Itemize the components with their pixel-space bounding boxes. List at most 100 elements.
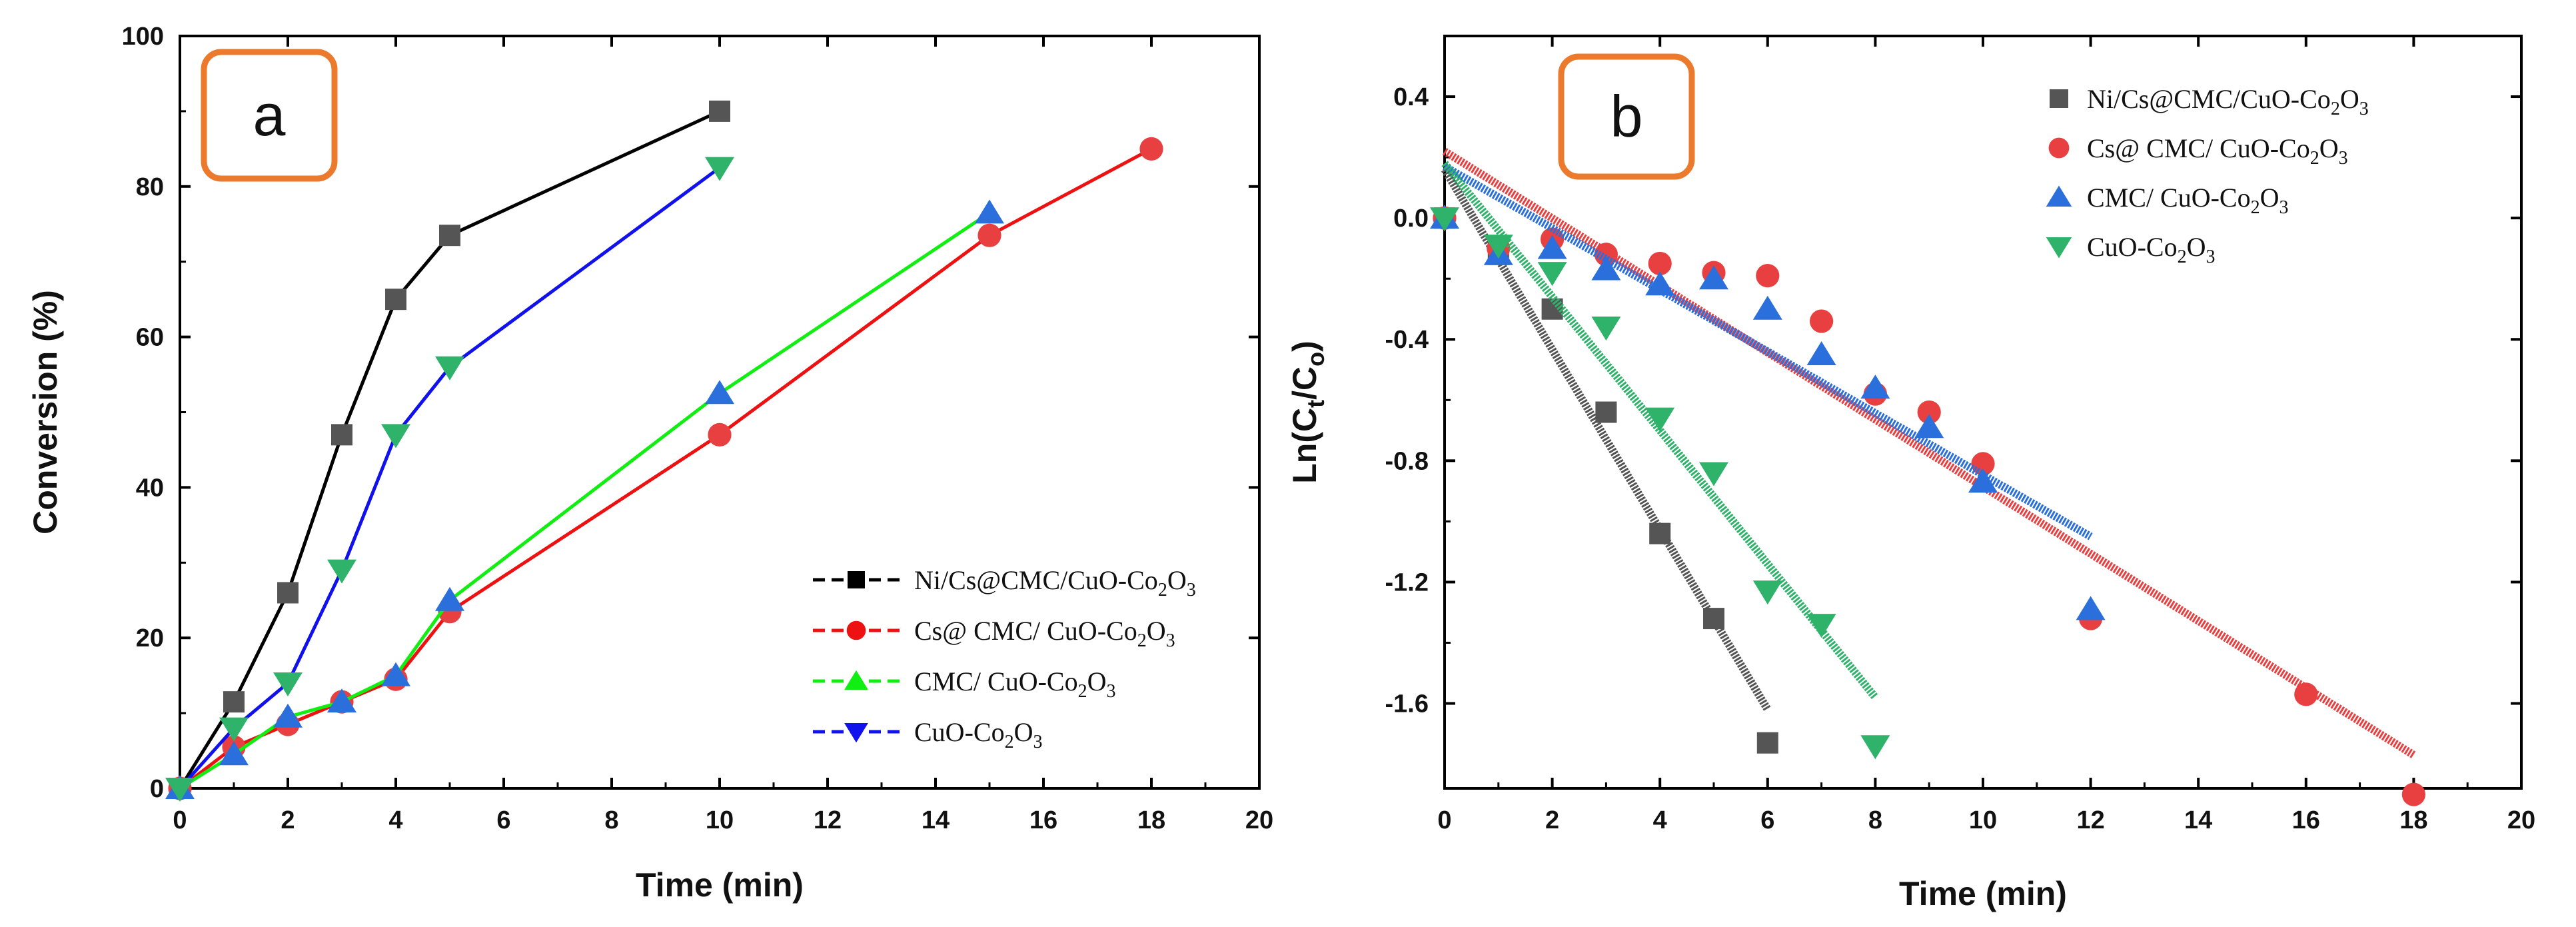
- data-point: [1703, 608, 1724, 630]
- chart-panel-b: 0 2 4 6 8 10 12 14 16 18 20 -1.6 -1.2 -0.8 -0.4 0.0 0.4 T…: [1286, 35, 2535, 912]
- data-point: [331, 424, 352, 446]
- data-point: [1699, 462, 1728, 486]
- data-point: [1810, 309, 1834, 333]
- series-2: [1430, 163, 2106, 620]
- y-tick-label: 40: [136, 474, 164, 502]
- y-tick-label: -1.2: [1385, 568, 1429, 596]
- legend-label: CuO-Co2O3: [2087, 232, 2215, 267]
- x-tick-label: 8: [1868, 806, 1882, 834]
- data-point: [1860, 735, 1890, 760]
- x-tick-label: 2: [281, 806, 295, 834]
- data-point: [708, 423, 732, 447]
- panel-label: b: [1610, 83, 1643, 149]
- y-tick-label: 60: [136, 324, 164, 352]
- legend-label: CMC/ CuO-Co2O3: [2087, 183, 2289, 218]
- data-point: [1752, 295, 1782, 320]
- data-point: [1917, 400, 1941, 425]
- data-point: [2294, 682, 2318, 706]
- legend-marker: [2046, 185, 2072, 207]
- data-point: [273, 672, 303, 696]
- data-point: [1139, 137, 1163, 161]
- data-point: [435, 586, 464, 611]
- data-point: [1699, 265, 1728, 290]
- y-tick-label: 0: [150, 775, 164, 803]
- y-axis-label: Ln(Ct/Co): [1286, 341, 1329, 484]
- data-point: [1645, 407, 1675, 432]
- data-point: [1756, 732, 1778, 754]
- data-point: [439, 225, 460, 247]
- data-point: [1591, 317, 1621, 341]
- data-point: [435, 356, 464, 381]
- x-tick-label: 18: [1137, 806, 1165, 834]
- legend: Ni/Cs@CMC/CuO-Co2O3 Cs@ CMC/ CuO-Co2O3 CMC…: [2046, 84, 2369, 267]
- panel-label: a: [253, 82, 286, 148]
- x-tick-label: 10: [1969, 806, 1997, 834]
- data-point: [705, 380, 734, 405]
- x-axis-label: Time (min): [1899, 875, 2067, 912]
- x-tick-label: 16: [1029, 806, 1057, 834]
- data-point: [277, 582, 299, 604]
- x-tick-label: 20: [2507, 806, 2535, 834]
- x-tick-label: 12: [814, 806, 842, 834]
- y-tick-label: -1.6: [1385, 690, 1429, 718]
- data-point: [219, 717, 249, 742]
- data-point: [1645, 271, 1675, 296]
- data-point: [1541, 298, 1563, 320]
- x-axis-label: Time (min): [636, 866, 804, 904]
- data-point: [1806, 341, 1836, 366]
- legend-marker: [846, 620, 866, 640]
- x-tick-label: 14: [922, 806, 950, 834]
- y-tick-label: -0.8: [1385, 447, 1429, 475]
- data-point: [1537, 235, 1567, 259]
- data-point: [381, 424, 410, 449]
- y-tick-label: 0.4: [1393, 83, 1429, 111]
- data-point: [977, 223, 1001, 247]
- x-tick-label: 4: [388, 806, 402, 834]
- data-point: [327, 688, 356, 713]
- data-point: [705, 157, 734, 181]
- legend-marker: [2048, 137, 2070, 159]
- y-tick-label: 20: [136, 624, 164, 652]
- x-tick-label: 20: [1245, 806, 1273, 834]
- x-tick-label: 0: [173, 806, 187, 834]
- data-point: [2076, 596, 2106, 620]
- x-tick-label: 16: [2292, 806, 2320, 834]
- data-point: [1483, 235, 1513, 259]
- data-point: [219, 741, 249, 766]
- x-tick-label: 10: [706, 806, 734, 834]
- x-tick-label: 8: [604, 806, 618, 834]
- data-point: [327, 559, 356, 584]
- legend-marker: [848, 571, 865, 588]
- data-point: [1430, 207, 1459, 232]
- fit-line: [1441, 161, 1879, 700]
- series-3: [1430, 161, 1890, 760]
- y-tick-label: 100: [122, 23, 164, 51]
- data-point: [975, 199, 1004, 224]
- x-tick-label: 6: [1760, 806, 1774, 834]
- series-3: [165, 157, 734, 802]
- y-tick-label: -0.4: [1385, 326, 1429, 354]
- data-point: [223, 691, 245, 713]
- data-point: [2401, 782, 2425, 806]
- x-tick-label: 12: [2076, 806, 2104, 834]
- chart-panel-a: 0 2 4 6 8 10 12 14 16 18 20 0 20 40 60 80 100 Time (min) C…: [27, 23, 1273, 904]
- legend-marker: [844, 723, 868, 743]
- legend-label: Cs@ CMC/ CuO-Co2O3: [2087, 133, 2348, 169]
- data-point: [1756, 264, 1780, 288]
- x-tick-label: 6: [496, 806, 510, 834]
- data-point: [1649, 522, 1671, 544]
- data-point: [1595, 401, 1617, 423]
- data-point: [165, 778, 195, 802]
- data-point: [385, 289, 406, 311]
- x-tick-label: 18: [2399, 806, 2427, 834]
- data-point: [1648, 251, 1672, 276]
- x-tick-label: 14: [2184, 806, 2212, 834]
- data-point: [1806, 614, 1836, 638]
- series-line: [179, 211, 991, 790]
- y-axis-label: Conversion (%): [27, 290, 64, 534]
- data-point: [709, 100, 730, 122]
- x-tick-label: 0: [1437, 806, 1451, 834]
- data-point: [1537, 262, 1567, 287]
- data-point: [1860, 375, 1890, 399]
